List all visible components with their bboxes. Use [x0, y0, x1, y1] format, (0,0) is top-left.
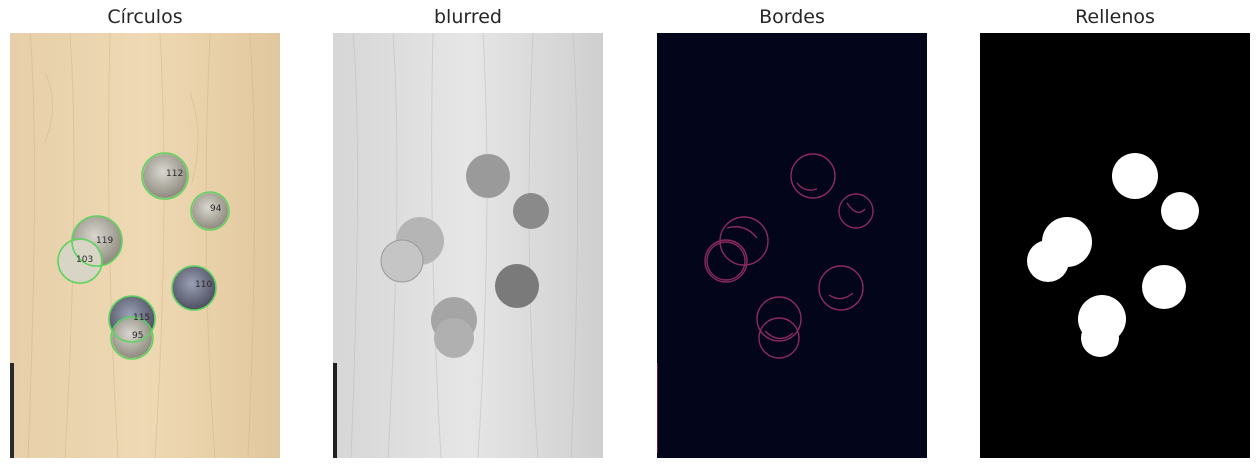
coins-original-image: 112 94 119 103 110 115 95: [10, 33, 280, 458]
circle-label: 119: [96, 236, 113, 246]
circle-label: 103: [76, 255, 93, 265]
circle-label: 95: [132, 331, 143, 341]
circle-label: 110: [195, 280, 212, 290]
filled-mask-image: [980, 33, 1250, 458]
panel-title: Rellenos: [1075, 6, 1155, 28]
blurred-grayscale-image: [333, 33, 603, 458]
panel-circulos: Círculos: [10, 0, 280, 468]
panel-title: Círculos: [107, 6, 183, 28]
panel-bordes: Bordes: [657, 0, 927, 468]
edge-map-image: [657, 33, 927, 458]
circle-label: 115: [133, 313, 150, 323]
circle-label: 112: [166, 169, 183, 179]
panel-title: Bordes: [759, 6, 825, 28]
panel-title: blurred: [433, 6, 502, 28]
circle-label: 94: [210, 204, 222, 214]
panel-blurred: blurred: [333, 0, 603, 468]
panel-rellenos: Rellenos: [980, 0, 1250, 468]
